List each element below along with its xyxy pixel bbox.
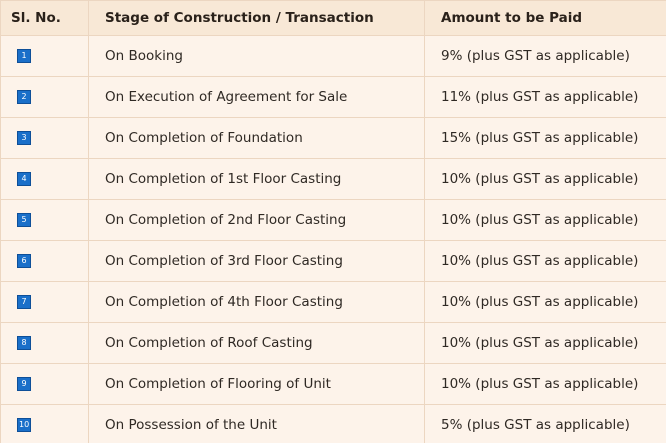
sl-no-cell: 6 — [0, 240, 89, 282]
number-badge: 4 — [17, 172, 31, 186]
stage-cell: On Completion of 1st Floor Casting — [88, 158, 425, 200]
stage-cell: On Completion of 2nd Floor Casting — [88, 199, 425, 241]
table-row: 4 On Completion of 1st Floor Casting 10%… — [0, 158, 666, 200]
stage-cell: On Execution of Agreement for Sale — [88, 76, 425, 118]
header-sl-no: Sl. No. — [0, 0, 89, 36]
amount-cell: 15% (plus GST as applicable) — [424, 117, 666, 159]
stage-cell: On Completion of Foundation — [88, 117, 425, 159]
table-row: 2 On Execution of Agreement for Sale 11%… — [0, 76, 666, 118]
table-row: 10 On Possession of the Unit 5% (plus GS… — [0, 404, 666, 443]
number-badge: 7 — [17, 295, 31, 309]
stage-cell: On Possession of the Unit — [88, 404, 425, 443]
number-badge: 6 — [17, 254, 31, 268]
table-header: Sl. No. Stage of Construction / Transact… — [0, 0, 666, 36]
number-badge: 10 — [17, 418, 32, 432]
sl-no-cell: 3 — [0, 117, 89, 159]
amount-cell: 10% (plus GST as applicable) — [424, 322, 666, 364]
number-badge: 5 — [17, 213, 31, 227]
number-badge: 9 — [17, 377, 31, 391]
amount-cell: 10% (plus GST as applicable) — [424, 199, 666, 241]
sl-no-cell: 5 — [0, 199, 89, 241]
sl-no-cell: 10 — [0, 404, 89, 443]
table-row: 1 On Booking 9% (plus GST as applicable) — [0, 35, 666, 77]
sl-no-cell: 9 — [0, 363, 89, 405]
table-row: 7 On Completion of 4th Floor Casting 10%… — [0, 281, 666, 323]
amount-cell: 10% (plus GST as applicable) — [424, 363, 666, 405]
stage-cell: On Completion of Flooring of Unit — [88, 363, 425, 405]
amount-cell: 10% (plus GST as applicable) — [424, 240, 666, 282]
table-body: 1 On Booking 9% (plus GST as applicable)… — [0, 35, 666, 443]
sl-no-cell: 7 — [0, 281, 89, 323]
stage-cell: On Completion of Roof Casting — [88, 322, 425, 364]
number-badge: 3 — [17, 131, 31, 145]
amount-cell: 10% (plus GST as applicable) — [424, 158, 666, 200]
header-amount: Amount to be Paid — [424, 0, 666, 36]
stage-cell: On Booking — [88, 35, 425, 77]
sl-no-cell: 1 — [0, 35, 89, 77]
sl-no-cell: 8 — [0, 322, 89, 364]
number-badge: 8 — [17, 336, 31, 350]
header-row: Sl. No. Stage of Construction / Transact… — [0, 0, 666, 36]
amount-cell: 10% (plus GST as applicable) — [424, 281, 666, 323]
table-row: 8 On Completion of Roof Casting 10% (plu… — [0, 322, 666, 364]
number-badge: 2 — [17, 90, 31, 104]
amount-cell: 11% (plus GST as applicable) — [424, 76, 666, 118]
amount-cell: 9% (plus GST as applicable) — [424, 35, 666, 77]
sl-no-cell: 2 — [0, 76, 89, 118]
table-row: 6 On Completion of 3rd Floor Casting 10%… — [0, 240, 666, 282]
table-row: 3 On Completion of Foundation 15% (plus … — [0, 117, 666, 159]
sl-no-cell: 4 — [0, 158, 89, 200]
amount-cell: 5% (plus GST as applicable) — [424, 404, 666, 443]
table-row: 9 On Completion of Flooring of Unit 10% … — [0, 363, 666, 405]
header-stage: Stage of Construction / Transaction — [88, 0, 425, 36]
table-row: 5 On Completion of 2nd Floor Casting 10%… — [0, 199, 666, 241]
stage-cell: On Completion of 3rd Floor Casting — [88, 240, 425, 282]
number-badge: 1 — [17, 49, 31, 63]
stage-cell: On Completion of 4th Floor Casting — [88, 281, 425, 323]
